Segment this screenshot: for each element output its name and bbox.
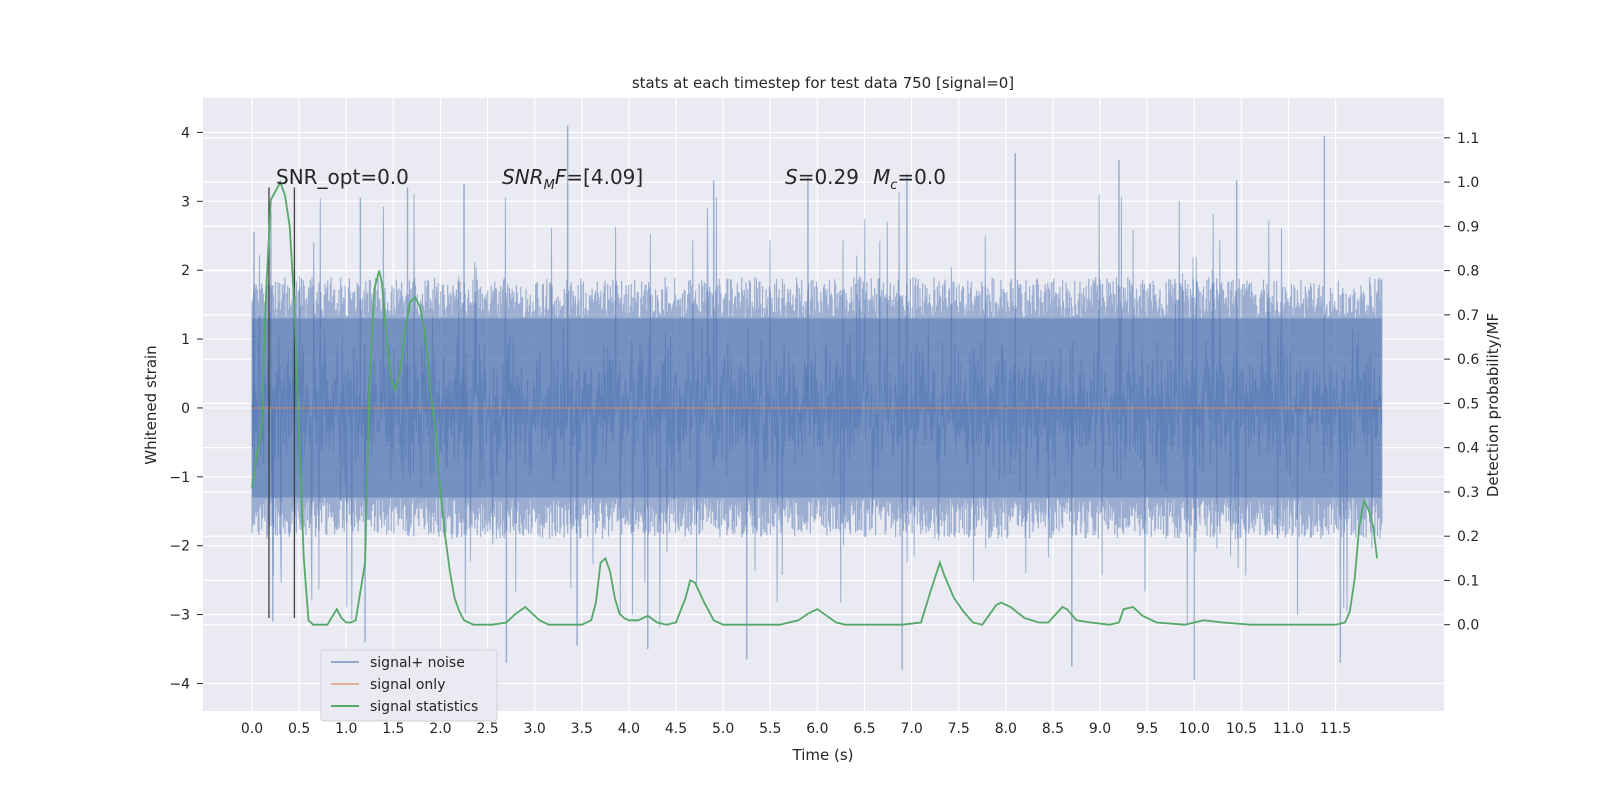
x-tick-label-6: 3.0	[524, 721, 546, 737]
x-tick-label-2: 1.0	[335, 721, 357, 737]
x-tick-label-11: 5.5	[759, 721, 781, 737]
x-tick-label-4: 2.0	[429, 721, 451, 737]
legend: signal+ noise signal only signal statist…	[320, 649, 498, 722]
y2-tick-label-9: 0.9	[1457, 219, 1479, 235]
y2-tick-label-3: 0.3	[1457, 485, 1479, 501]
y2-tick-label-5: 0.5	[1457, 396, 1479, 412]
y-axis-ticks: −4 −3 −2 −1 0 1 2 3 4	[169, 125, 203, 692]
x-tick-label-0: 0.0	[241, 721, 263, 737]
x-tick-label-19: 9.5	[1136, 721, 1158, 737]
y-tick-label-1: −3	[169, 608, 190, 624]
x-tick-label-21: 10.5	[1226, 721, 1257, 737]
x-tick-label-18: 9.0	[1089, 721, 1111, 737]
y2-tick-label-8: 0.8	[1457, 264, 1479, 280]
y-tick-label-0: −4	[169, 676, 190, 692]
signal-statistics-line	[251, 179, 1378, 626]
y2-axis-ticks: 0.0 0.1 0.2 0.3 0.4 0.5 0.6 0.7 0.8 0.9 1.0 1.1	[1444, 131, 1479, 634]
y2-tick-label-11: 1.1	[1457, 131, 1479, 147]
x-tick-label-23: 11.5	[1320, 721, 1351, 737]
legend-box	[320, 649, 498, 722]
x-tick-label-1: 0.5	[288, 721, 310, 737]
y2-tick-label-6: 0.6	[1457, 352, 1479, 368]
y-tick-label-6: 2	[181, 263, 190, 279]
y2-tick-label-2: 0.2	[1457, 529, 1479, 545]
y2-tick-label-0: 0.0	[1457, 618, 1479, 634]
series-signal-statistics	[251, 179, 1378, 626]
annotation-snr-opt: SNR_opt=0.0	[276, 165, 409, 189]
x-axis-label: Time (s)	[792, 746, 854, 764]
x-tick-label-22: 11.0	[1273, 721, 1304, 737]
x-tick-label-10: 5.0	[712, 721, 734, 737]
legend-label-signal-statistics: signal statistics	[370, 699, 478, 715]
y-tick-label-3: −1	[169, 470, 190, 486]
legend-label-signal-only: signal only	[370, 677, 445, 693]
x-tick-label-9: 4.5	[665, 721, 687, 737]
x-tick-label-12: 6.0	[806, 721, 828, 737]
y-tick-label-8: 4	[181, 125, 190, 141]
chart-title: stats at each timestep for test data 750…	[632, 74, 1014, 92]
x-tick-label-13: 6.5	[853, 721, 875, 737]
y-tick-label-5: 1	[181, 332, 190, 348]
x-tick-label-20: 10.0	[1179, 721, 1210, 737]
x-tick-label-3: 1.5	[382, 721, 404, 737]
y2-tick-label-7: 0.7	[1457, 308, 1479, 324]
x-tick-label-17: 8.5	[1042, 721, 1064, 737]
y-tick-label-2: −2	[169, 539, 190, 555]
x-tick-label-8: 4.0	[618, 721, 640, 737]
y-axis-label: Whitened strain	[142, 345, 160, 464]
vertical-markers	[268, 187, 296, 619]
x-tick-label-16: 8.0	[995, 721, 1017, 737]
y2-tick-label-10: 1.0	[1457, 175, 1479, 191]
y-tick-label-7: 3	[181, 194, 190, 210]
x-tick-label-15: 7.5	[948, 721, 970, 737]
annotation-snr-mf: SNRMF=[4.09]	[502, 165, 643, 193]
x-tick-label-5: 2.5	[476, 721, 498, 737]
x-tick-label-14: 7.0	[900, 721, 922, 737]
x-axis-ticks: 0.0 0.5 1.0 1.5 2.0 2.5 3.0 3.5 4.0 4.5 5.0 5.5 6.0 6…	[241, 721, 1351, 737]
legend-label-signal-noise: signal+ noise	[370, 655, 465, 671]
x-tick-label-7: 3.5	[571, 721, 593, 737]
y-tick-label-4: 0	[181, 401, 190, 417]
y2-axis-label: Detection probability/MF	[1484, 313, 1502, 497]
y2-tick-label-1: 0.1	[1457, 573, 1479, 589]
y2-tick-label-4: 0.4	[1457, 441, 1479, 457]
